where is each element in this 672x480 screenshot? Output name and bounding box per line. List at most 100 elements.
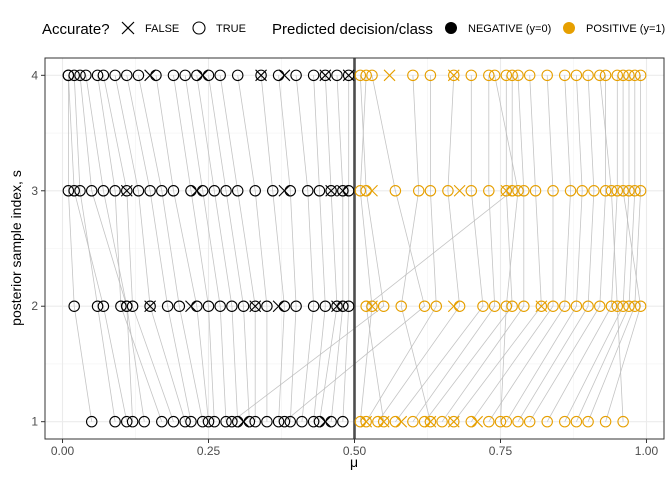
- point-circle: [185, 415, 197, 428]
- point-cross: [336, 184, 349, 197]
- point-circle: [214, 69, 226, 82]
- point-circle: [523, 69, 536, 82]
- point-cross: [383, 69, 396, 82]
- point-circle: [465, 185, 478, 197]
- legend-cross-symbol: [121, 21, 135, 35]
- point-circle: [331, 300, 343, 312]
- point-circle: [418, 300, 431, 312]
- point-circle: [272, 415, 285, 428]
- point-circle: [611, 69, 624, 82]
- point-circle: [302, 185, 314, 197]
- point-cross: [144, 300, 157, 313]
- point-circle: [623, 300, 635, 312]
- point-circle: [220, 185, 232, 197]
- point-circle: [74, 69, 86, 82]
- point-circle: [167, 415, 180, 428]
- connector-line: [488, 75, 572, 422]
- connector-line: [85, 75, 145, 422]
- point-circle: [319, 69, 332, 82]
- plot-panel: [44, 57, 665, 440]
- point-cross: [395, 415, 408, 428]
- point-circle: [266, 185, 279, 197]
- point-circle: [424, 415, 437, 428]
- legend-true-item: TRUE: [192, 21, 246, 35]
- point-circle: [424, 69, 437, 82]
- y-axis-ticks: 1 2 3 4: [31, 68, 45, 429]
- connector-line: [505, 75, 583, 422]
- point-circle: [313, 185, 326, 197]
- point-circle: [512, 69, 524, 82]
- connector-line: [68, 75, 93, 422]
- point-circle: [366, 300, 378, 312]
- point-circle: [599, 69, 612, 82]
- point-circle: [629, 300, 641, 312]
- legend: Accurate? FALSE TRUE Predicted decision/…: [42, 21, 665, 38]
- connector-line: [453, 75, 542, 422]
- point-circle: [249, 300, 261, 312]
- point-circle: [541, 415, 553, 428]
- point-circle: [126, 300, 139, 312]
- point-circle: [430, 300, 443, 312]
- point-circle: [547, 300, 559, 312]
- point-cross: [120, 184, 133, 197]
- point-cross: [272, 300, 285, 313]
- point-cross: [255, 69, 267, 82]
- points: [62, 69, 647, 428]
- point-circle: [483, 69, 495, 82]
- connector-line: [219, 75, 256, 422]
- point-circle: [85, 415, 98, 428]
- point-circle: [442, 185, 454, 197]
- point-circle: [629, 185, 641, 197]
- point-circle: [558, 300, 571, 312]
- point-circle: [617, 300, 629, 312]
- point-circle: [377, 300, 390, 312]
- point-circle: [407, 415, 419, 428]
- connector-line: [103, 75, 174, 422]
- point-cross: [447, 69, 460, 82]
- point-circle: [506, 300, 518, 312]
- connector-lines: [68, 75, 642, 423]
- point-circle: [226, 300, 238, 312]
- connector-line: [79, 75, 133, 422]
- point-circle: [611, 300, 624, 312]
- point-circle: [582, 415, 594, 428]
- point-circle: [412, 185, 425, 197]
- point-cross: [249, 300, 262, 313]
- point-cross: [424, 415, 437, 428]
- legend-false-item: FALSE: [121, 21, 179, 35]
- legend-false-label: FALSE: [145, 23, 179, 35]
- point-circle: [547, 185, 559, 197]
- legend-circle-symbol: [192, 21, 206, 35]
- point-circle: [389, 185, 402, 197]
- point-circle: [261, 415, 273, 428]
- point-circle: [156, 415, 168, 428]
- point-circle: [196, 415, 209, 428]
- connector-line: [330, 75, 344, 422]
- point-circle: [617, 415, 629, 428]
- point-cross: [185, 300, 197, 313]
- x-axis-label: μ: [350, 454, 358, 470]
- point-circle: [494, 415, 507, 428]
- point-circle: [325, 185, 337, 197]
- point-circle: [529, 185, 542, 197]
- point-circle: [331, 69, 343, 82]
- point-cross: [237, 415, 250, 428]
- connector-line: [208, 75, 250, 422]
- point-cross: [196, 69, 209, 82]
- point-circle: [85, 185, 98, 197]
- point-cross: [500, 184, 513, 197]
- point-cross: [331, 300, 343, 313]
- point-cross: [453, 184, 466, 197]
- point-circle: [132, 185, 145, 197]
- point-circle: [126, 415, 139, 428]
- y-tick-label: 4: [31, 68, 38, 82]
- connector-line: [605, 75, 642, 422]
- connector-line: [365, 75, 437, 422]
- point-circle: [156, 185, 168, 197]
- point-circle: [436, 415, 448, 428]
- connector-line: [470, 75, 554, 422]
- point-circle: [483, 415, 495, 428]
- x-tick-label: 0.75: [489, 444, 513, 458]
- point-cross: [190, 184, 203, 197]
